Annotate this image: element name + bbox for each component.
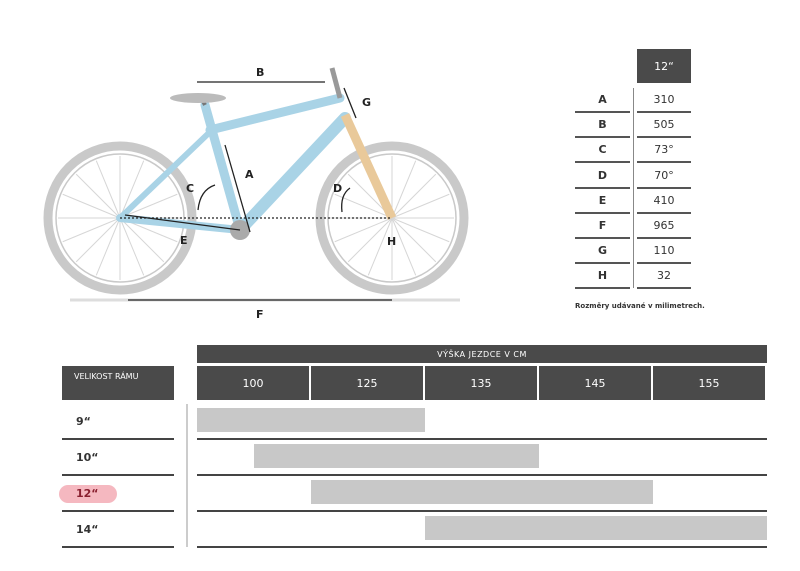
- spoke: [391, 217, 417, 276]
- frame-size-label: 10“: [62, 440, 174, 476]
- spoke: [334, 193, 393, 219]
- spoke: [119, 193, 178, 219]
- geometry-key: B: [575, 113, 630, 139]
- spoke: [391, 217, 450, 243]
- spoke: [62, 193, 121, 219]
- row-divider: [197, 438, 767, 440]
- spoke: [391, 217, 437, 263]
- frame-size-text: 14“: [76, 523, 99, 536]
- geometry-row: B 505: [575, 113, 691, 139]
- dimension-lines: [120, 81, 392, 301]
- spoke: [334, 217, 393, 243]
- geometry-value: 505: [637, 113, 691, 139]
- dim-label-b: B: [256, 66, 264, 79]
- geometry-value: 965: [637, 214, 691, 239]
- spoke: [119, 217, 165, 263]
- rider-height-column: 125: [311, 366, 423, 400]
- geometry-key: H: [575, 264, 630, 290]
- geometry-row: G 110: [575, 239, 691, 265]
- frame-size-text: 10“: [76, 451, 99, 464]
- fork: [340, 113, 397, 220]
- geometry-value: 410: [637, 189, 691, 214]
- geometry-row: A 310: [575, 88, 691, 113]
- column-divider: [186, 404, 188, 547]
- rider-height-range-bar: [311, 480, 653, 504]
- spoke: [95, 217, 121, 276]
- dim-label-d: D: [333, 182, 342, 195]
- geometry-row: E 410: [575, 189, 691, 214]
- geometry-row: H 32: [575, 264, 691, 290]
- spoke: [391, 173, 437, 219]
- geometry-key: A: [575, 88, 630, 113]
- row-divider: [197, 510, 767, 512]
- spoke: [119, 160, 145, 219]
- geometry-key: D: [575, 164, 630, 189]
- rider-height-title: VÝŠKA JEZDCE V CM: [197, 345, 767, 363]
- spoke: [95, 160, 121, 219]
- geometry-key: F: [575, 214, 630, 239]
- frame-size-label: 9“: [62, 404, 174, 440]
- bike-geometry-diagram: B A C E D G H F: [43, 66, 469, 321]
- geometry-value: 110: [637, 239, 691, 265]
- geometry-value: 70°: [637, 164, 691, 189]
- spoke: [347, 217, 393, 263]
- saddle: [170, 93, 226, 103]
- row-divider: [197, 546, 767, 548]
- dim-label-c: C: [186, 182, 194, 195]
- geometry-value: 73°: [637, 138, 691, 164]
- frame-size-text: 12“: [76, 487, 99, 500]
- selected-size-highlight: [59, 485, 117, 503]
- rider-height-column: 145: [539, 366, 651, 400]
- rider-height-range-bar: [254, 444, 539, 468]
- rider-height-column: 155: [653, 366, 765, 400]
- geometry-value: 32: [637, 264, 691, 290]
- spoke: [119, 217, 145, 276]
- geometry-value: 310: [637, 88, 691, 113]
- dim-label-a: A: [245, 168, 254, 181]
- geometry-note: Rozměry udávané v milimetrech.: [575, 302, 705, 310]
- dim-label-f: F: [256, 308, 264, 321]
- geometry-key: C: [575, 138, 630, 164]
- geometry-size-header: 12“: [637, 49, 691, 83]
- bike-frame: [116, 93, 351, 236]
- rider-height-range-bar: [425, 516, 767, 540]
- spoke: [367, 217, 393, 276]
- frame-size-text: 9“: [76, 415, 91, 428]
- spoke: [75, 217, 121, 263]
- dim-label-e: E: [180, 234, 188, 247]
- geometry-key: G: [575, 239, 630, 265]
- dim-label-g: G: [362, 96, 371, 109]
- geometry-key: E: [575, 189, 630, 214]
- geometry-row: C 73°: [575, 138, 691, 164]
- dim-label-h: H: [387, 235, 396, 248]
- spoke: [62, 217, 121, 243]
- frame-size-header: VELIKOST RÁMU: [62, 366, 174, 400]
- spoke: [391, 160, 417, 219]
- frame-size-label: 14“: [62, 512, 174, 548]
- rider-height-column: 135: [425, 366, 537, 400]
- geometry-row: F 965: [575, 214, 691, 239]
- frame-size-label: 12“: [59, 476, 174, 512]
- geometry-divider: [633, 88, 634, 288]
- spoke: [391, 193, 450, 219]
- row-divider: [197, 474, 767, 476]
- geometry-row: D 70°: [575, 164, 691, 189]
- rider-height-column: 100: [197, 366, 309, 400]
- rider-height-range-bar: [197, 408, 425, 432]
- spoke: [75, 173, 121, 219]
